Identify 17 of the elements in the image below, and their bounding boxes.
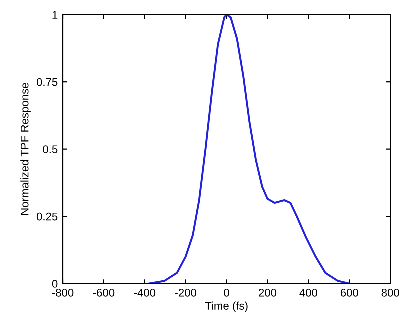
x-axis-title: Time (fs): [205, 302, 248, 312]
y-tick-label: 0.75: [36, 78, 58, 86]
y-tick-label: 1: [52, 11, 58, 19]
y-tick-label: 0.5: [43, 146, 58, 154]
x-tick-label: 800: [382, 288, 400, 297]
line-series: [148, 14, 351, 284]
x-tick-label: -400: [134, 288, 156, 297]
y-tick-label: 0.25: [36, 212, 58, 221]
x-tick-label: 600: [340, 288, 358, 297]
x-tick-label: -800: [52, 288, 74, 297]
x-tick-label: -600: [93, 288, 115, 297]
y-tick-label: 0: [52, 280, 58, 288]
y-axis-title: Normalized TPF Response: [20, 83, 31, 216]
x-tick-label: 200: [259, 288, 277, 297]
x-tick-label: -200: [175, 288, 197, 297]
x-tick-label: 0: [224, 288, 230, 297]
x-tick-label: 400: [300, 288, 318, 297]
